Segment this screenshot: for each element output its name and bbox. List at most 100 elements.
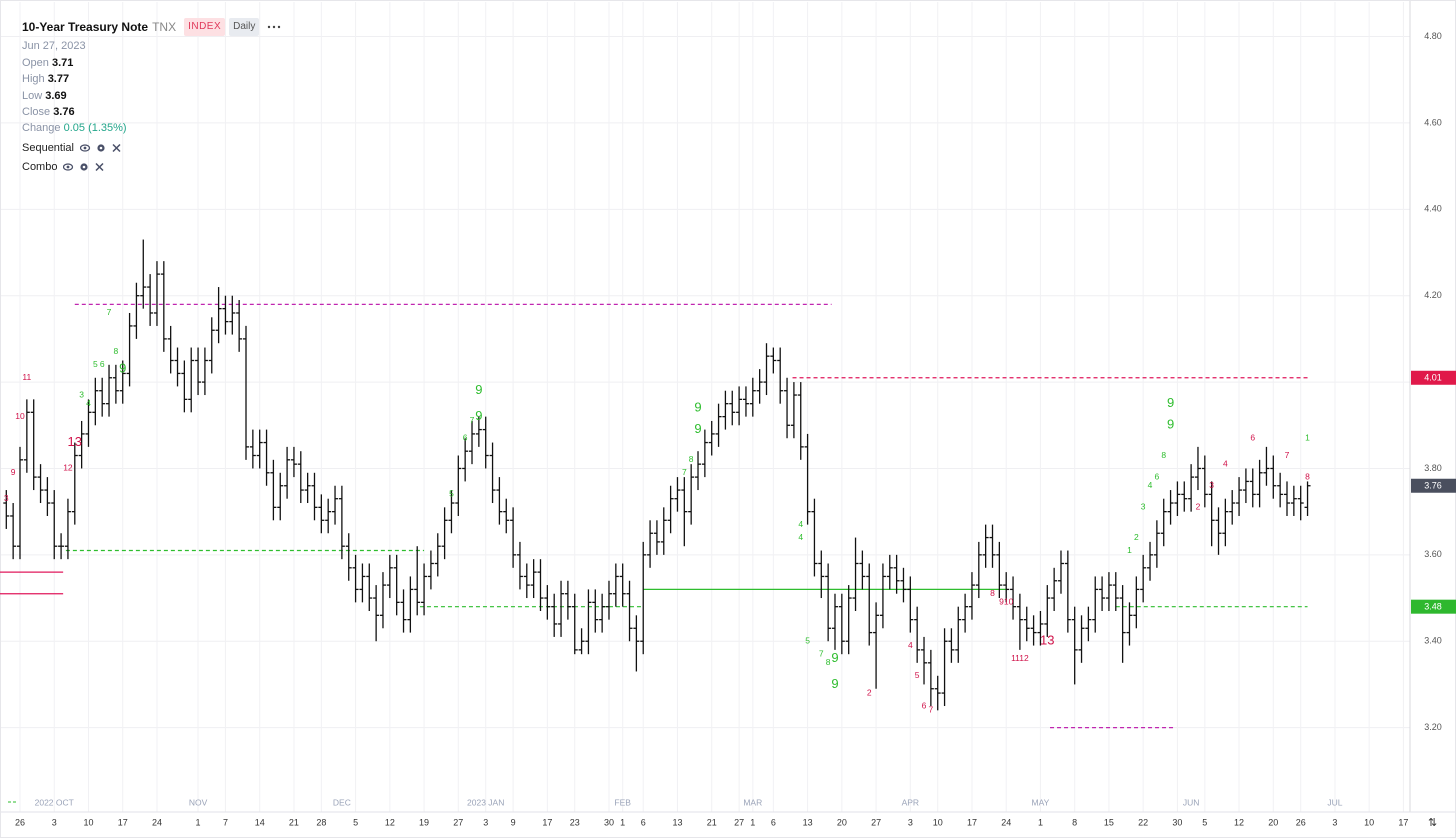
ohlc-bar (243, 325, 250, 460)
ohlc-bar (921, 636, 928, 685)
ohlc-bar (1119, 585, 1126, 663)
ohlc-bar (688, 464, 695, 525)
ohlc-bar (469, 420, 476, 465)
ohlc-bar (386, 554, 393, 599)
x-tick-label: 13 (672, 817, 682, 827)
setup-count: 9 (831, 676, 838, 691)
x-tick-label: 28 (316, 817, 326, 827)
ohlc-bar (30, 399, 37, 491)
ohlc-bar (256, 429, 263, 469)
indicator-controls[interactable] (80, 143, 126, 153)
month-label: 2022 OCT (35, 797, 74, 807)
ohlc-bar (1105, 572, 1112, 611)
setup-count: 1 (1305, 432, 1310, 442)
ohlc-bar (585, 589, 592, 655)
x-tick-label: 8 (1072, 817, 1077, 827)
ohlc-bar (900, 567, 907, 603)
more-menu[interactable] (267, 24, 281, 30)
ohlc-bar (1263, 446, 1270, 486)
x-tick-label: 17 (1398, 817, 1408, 827)
ohlc-bar (3, 490, 10, 529)
ohlc-bar (749, 377, 756, 417)
ohlc-bar (1023, 606, 1030, 642)
price-tag (1411, 478, 1456, 493)
indicator-name: Sequential (22, 141, 74, 154)
x-tick-label: 17 (542, 817, 552, 827)
ohlc-bar (647, 520, 654, 568)
ohlc-bar (1188, 464, 1195, 512)
ohlc-bar (195, 347, 202, 396)
month-label: FEB (614, 797, 631, 807)
setup-count: 8 (689, 454, 694, 464)
ohlc-bar (140, 239, 147, 309)
ohlc-bar (1194, 446, 1201, 491)
legend-label: Change (22, 122, 61, 135)
ohlc-bar (605, 580, 612, 620)
ohlc-bar (126, 312, 133, 387)
ohlc-bar (996, 541, 1003, 599)
setup-count: 7 (107, 307, 112, 317)
setup-count: 4 (1223, 458, 1228, 468)
ohlc-bar (1304, 481, 1311, 516)
x-tick-label: 26 (15, 817, 25, 827)
x-tick-label: 7 (223, 817, 228, 827)
setup-count: 8 (1161, 450, 1166, 460)
ohlc-bar (1249, 468, 1256, 508)
ohlc-bar (448, 490, 455, 534)
ohlc-bar (1283, 481, 1290, 516)
ohlc-bar (1229, 490, 1236, 525)
interval[interactable]: Daily (229, 18, 260, 37)
legend-label: Open (22, 56, 49, 69)
x-tick-label: 19 (419, 817, 429, 827)
ohlc-bar (393, 554, 400, 616)
ohlc-bar (742, 386, 749, 417)
ohlc-bar (818, 550, 825, 599)
ohlc-bar (571, 593, 578, 655)
x-tick-label: 10 (933, 817, 943, 827)
chart-title: 10-Year Treasury Note (22, 20, 149, 34)
ohlc-bar (729, 390, 736, 426)
setup-count: 7 (819, 648, 824, 658)
x-tick-label: 27 (871, 817, 881, 827)
x-tick-label: 14 (255, 817, 265, 827)
x-tick-label: 24 (1001, 817, 1011, 827)
setup-count: 9 (831, 650, 838, 665)
ohlc-bar (1256, 459, 1263, 508)
ohlc-bar (831, 593, 838, 650)
ohlc-bar (304, 472, 311, 504)
ohlc-bar (1147, 541, 1154, 581)
setup-count: 4 (1148, 480, 1153, 490)
setup-count: 4 (798, 519, 803, 529)
x-tick-label: 17 (967, 817, 977, 827)
ohlc-bar (640, 541, 647, 655)
ohlc-bar (400, 589, 407, 633)
ohlc-bar (338, 485, 345, 560)
setup-count: 5 (449, 489, 454, 499)
ohlc-bar (37, 464, 44, 504)
setup-count: 6 (922, 700, 927, 710)
x-tick-label: 24 (152, 817, 162, 827)
ohlc-bar (106, 364, 113, 417)
setup-count: 7 (1285, 450, 1290, 460)
ohlc-bar (756, 369, 763, 404)
x-tick-label: 6 (641, 817, 646, 827)
indicator-controls[interactable] (63, 162, 109, 172)
ohlc-bar (441, 507, 448, 560)
ohlc-bar (510, 507, 517, 568)
price-tag (1411, 599, 1456, 614)
ohlc-bar (78, 420, 85, 469)
ohlc-bar (174, 347, 181, 387)
ohlc-bar (153, 261, 160, 326)
ohlc-bar (99, 377, 106, 417)
ohlc-bar (804, 433, 811, 525)
x-tick-label: 17 (118, 817, 128, 827)
ohlc-bar (1174, 481, 1181, 516)
ohlc-bar (1215, 507, 1222, 555)
ohlc-bar (421, 563, 428, 616)
legend-value: 3.69 (45, 89, 67, 102)
ohlc-bar (455, 455, 462, 516)
setup-count: 4 (798, 532, 803, 542)
ohlc-bar (1153, 520, 1160, 568)
ohlc-bar (968, 572, 975, 620)
ohlc-bar (537, 559, 544, 611)
